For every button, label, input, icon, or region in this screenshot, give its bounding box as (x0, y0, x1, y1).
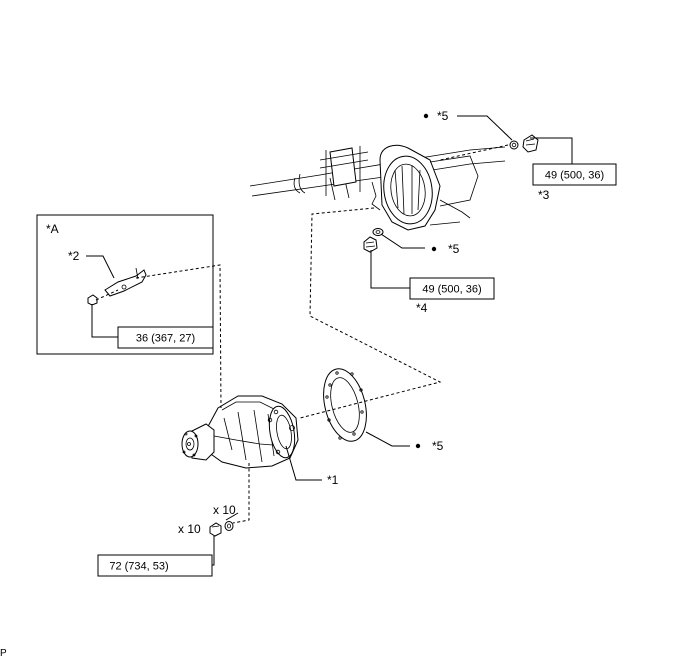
washer (224, 521, 234, 531)
footer-code: P (0, 648, 7, 658)
callout-5-mid: *5 (448, 242, 460, 256)
torque-mid-plug: 49 (500, 36) (422, 284, 481, 296)
assembly-lines (95, 144, 509, 524)
torque-mounting-nut: 72 (734, 53) (109, 561, 168, 573)
torque-box-inset (117, 326, 214, 349)
marker-dot-mid (431, 246, 437, 252)
mounting-nut (209, 522, 222, 537)
inset-frame (36, 214, 214, 355)
marker-dot-bottom (415, 443, 421, 449)
callout-3: *3 (538, 188, 550, 202)
carrier-gasket (323, 368, 367, 442)
mid-plug-with-gasket (363, 228, 384, 253)
washer-quantity: x 10 (213, 503, 236, 517)
bracket (104, 267, 147, 297)
axle-housing (249, 144, 506, 231)
marker-dot-top (423, 113, 429, 119)
torque-box-top-plug (532, 163, 617, 186)
callout-4: *4 (416, 301, 428, 315)
torque-top-plug: 49 (500, 36) (545, 170, 604, 182)
nut-quantity: x 10 (178, 522, 201, 536)
torque-box-mounting-nut (97, 554, 213, 577)
callout-5-bottom: *5 (432, 439, 444, 453)
torque-box-mid-plug (409, 277, 495, 300)
torque-inset-bolt: 36 (367, 27) (136, 333, 195, 345)
inset-bolt (87, 294, 98, 306)
differential-carrier (181, 395, 299, 469)
top-plug-with-gasket (509, 134, 539, 153)
leader-lines (86, 115, 573, 566)
inset-label: *A (46, 222, 59, 236)
callout-1: *1 (327, 473, 339, 487)
callout-5-top: *5 (437, 109, 449, 123)
callout-2: *2 (68, 249, 80, 263)
